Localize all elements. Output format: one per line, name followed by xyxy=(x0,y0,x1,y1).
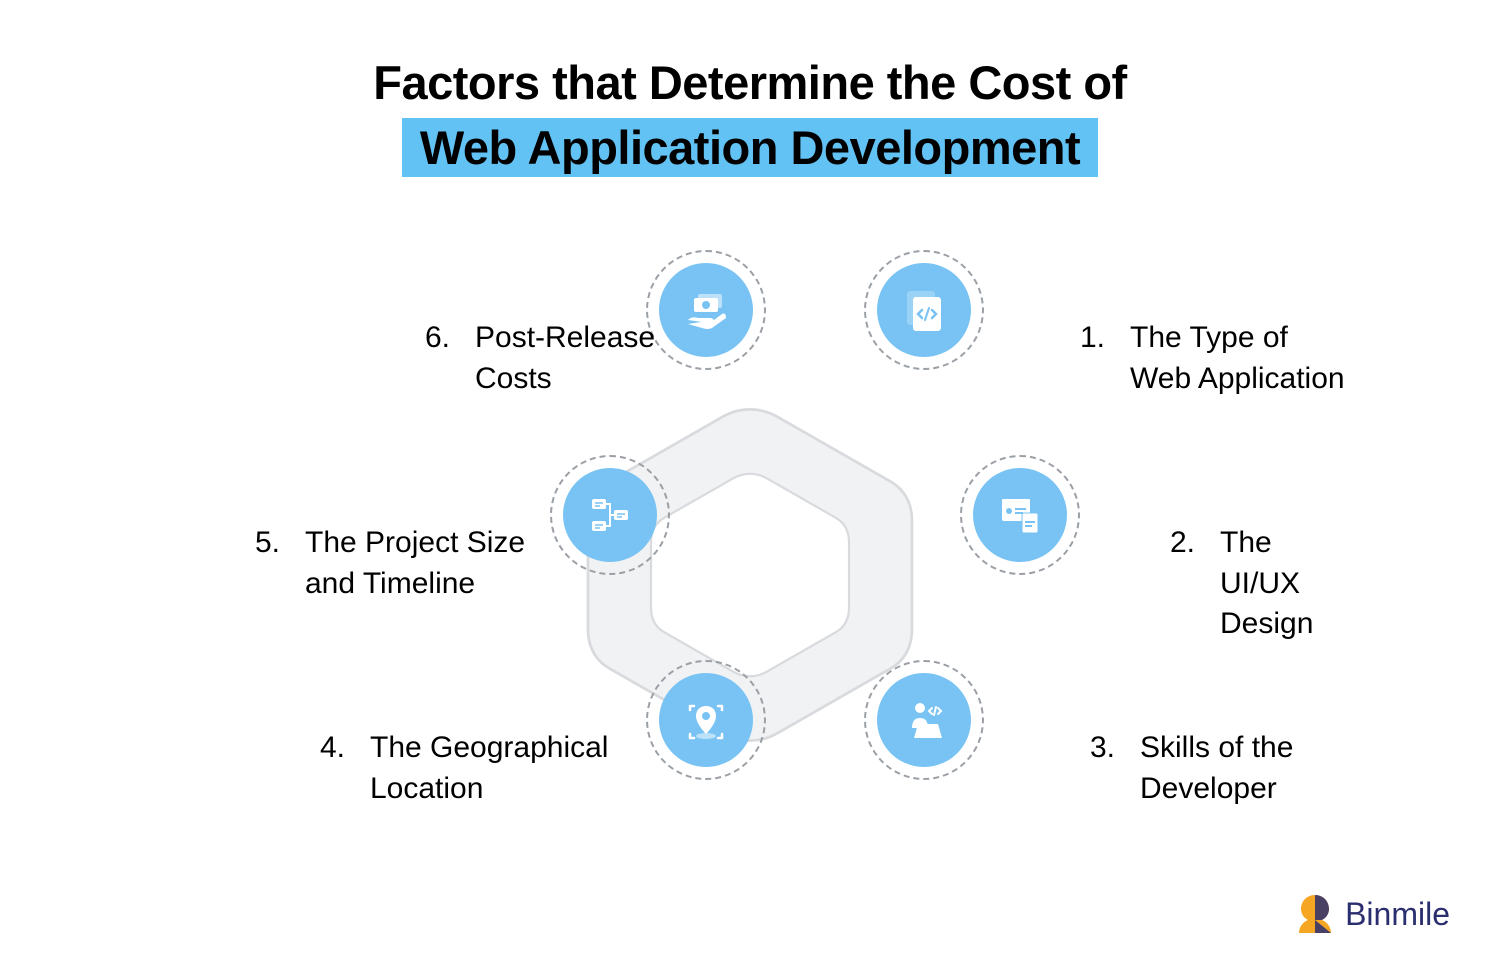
factor-text: Post-ReleaseCosts xyxy=(475,318,655,399)
node-circle xyxy=(877,673,971,767)
factor-number: 3. xyxy=(1090,728,1126,809)
hexagon-inner xyxy=(640,465,860,685)
node-circle xyxy=(563,468,657,562)
factor-text: The Project Sizeand Timeline xyxy=(305,523,525,604)
brand-logo: Binmile xyxy=(1293,892,1450,936)
factor-text: The UI/UXDesign xyxy=(1220,523,1350,645)
factor-number: 4. xyxy=(320,728,356,809)
factor-node-2 xyxy=(960,455,1080,575)
factor-label-2: 2.The UI/UXDesign xyxy=(1170,523,1350,645)
title-line2: Web Application Development xyxy=(402,118,1098,177)
node-circle xyxy=(973,468,1067,562)
factor-node-4 xyxy=(646,660,766,780)
factor-number: 6. xyxy=(425,318,461,399)
developer-icon xyxy=(900,696,948,744)
ui-design-icon xyxy=(996,491,1044,539)
factor-label-6: 6.Post-ReleaseCosts xyxy=(425,318,655,399)
factor-label-3: 3.Skills of theDeveloper xyxy=(1090,728,1293,809)
factor-node-1 xyxy=(864,250,984,370)
factor-text: Skills of theDeveloper xyxy=(1140,728,1293,809)
money-hand-icon xyxy=(682,286,730,334)
node-circle xyxy=(659,263,753,357)
factor-label-5: 5.The Project Sizeand Timeline xyxy=(255,523,525,604)
factor-node-5 xyxy=(550,455,670,575)
logo-icon xyxy=(1293,892,1337,936)
factor-text: The Type ofWeb Application xyxy=(1130,318,1345,399)
logo-text: Binmile xyxy=(1345,896,1450,933)
location-icon xyxy=(682,696,730,744)
factor-text: The GeographicalLocation xyxy=(370,728,608,809)
node-circle xyxy=(659,673,753,767)
node-circle xyxy=(877,263,971,357)
code-document-icon xyxy=(900,286,948,334)
factor-label-1: 1.The Type ofWeb Application xyxy=(1080,318,1345,399)
factor-label-4: 4.The GeographicalLocation xyxy=(320,728,608,809)
factor-node-3 xyxy=(864,660,984,780)
diagram-container: 1.The Type ofWeb Application 2.The UI/UXD… xyxy=(150,250,1350,900)
factor-node-6 xyxy=(646,250,766,370)
factor-number: 2. xyxy=(1170,523,1206,645)
title-line1: Factors that Determine the Cost of xyxy=(0,55,1500,110)
factor-number: 1. xyxy=(1080,318,1116,399)
title-container: Factors that Determine the Cost of Web A… xyxy=(0,0,1500,177)
timeline-icon xyxy=(586,491,634,539)
factor-number: 5. xyxy=(255,523,291,604)
